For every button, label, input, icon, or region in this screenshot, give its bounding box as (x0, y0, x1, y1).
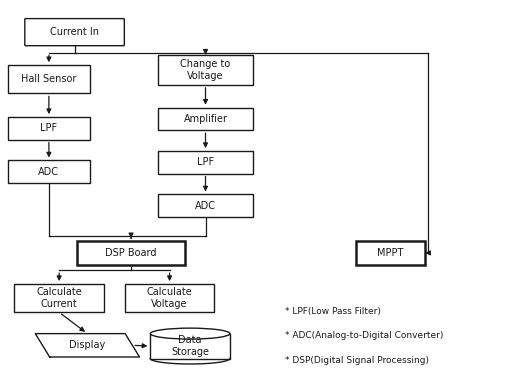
Text: LPF: LPF (40, 123, 58, 133)
Bar (125, 284, 214, 312)
Bar (158, 108, 253, 130)
Text: Data
Storage: Data Storage (171, 335, 209, 357)
Bar (158, 151, 253, 174)
Text: DSP Board: DSP Board (105, 248, 157, 258)
Bar (8, 65, 90, 94)
Bar (77, 241, 185, 264)
Text: ADC: ADC (38, 167, 59, 177)
FancyBboxPatch shape (25, 18, 124, 46)
Text: Display: Display (69, 340, 105, 350)
Bar (158, 194, 253, 217)
Text: Hall Sensor: Hall Sensor (21, 74, 77, 84)
Bar (8, 161, 90, 183)
Text: Calculate
Voltage: Calculate Voltage (147, 287, 192, 309)
Bar (8, 117, 90, 140)
Text: Current In: Current In (50, 27, 99, 37)
Bar (158, 55, 253, 85)
Ellipse shape (150, 328, 230, 339)
Text: ADC: ADC (195, 201, 216, 211)
Text: Calculate
Current: Calculate Current (36, 287, 82, 309)
Text: * DSP(Digital Signal Processing): * DSP(Digital Signal Processing) (285, 356, 429, 365)
Text: Amplifier: Amplifier (183, 114, 227, 124)
Bar (14, 284, 104, 312)
Bar (150, 334, 230, 358)
Polygon shape (35, 334, 139, 357)
Bar (356, 241, 425, 264)
Text: MPPT: MPPT (377, 248, 403, 258)
Text: * ADC(Analog-to-Digital Converter): * ADC(Analog-to-Digital Converter) (285, 331, 443, 340)
Text: Change to
Voltage: Change to Voltage (180, 59, 231, 81)
Text: * LPF(Low Pass Filter): * LPF(Low Pass Filter) (285, 307, 381, 316)
Text: LPF: LPF (197, 157, 214, 167)
